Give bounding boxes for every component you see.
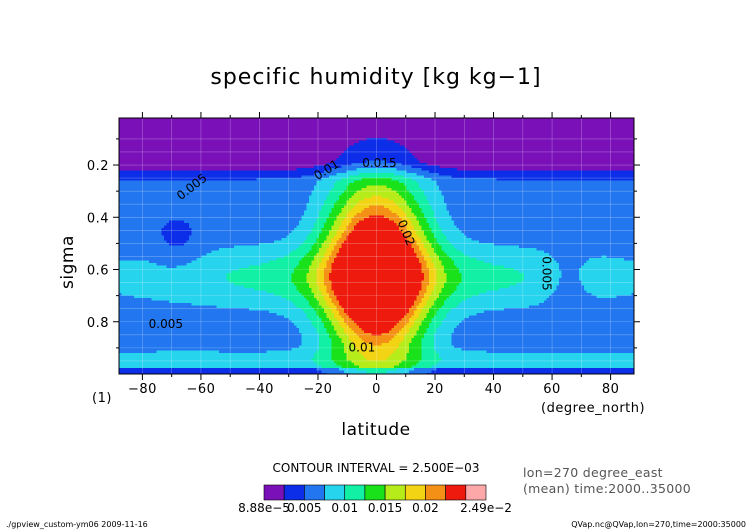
chart-title: specific humidity [kg kg−1] [210,65,541,90]
